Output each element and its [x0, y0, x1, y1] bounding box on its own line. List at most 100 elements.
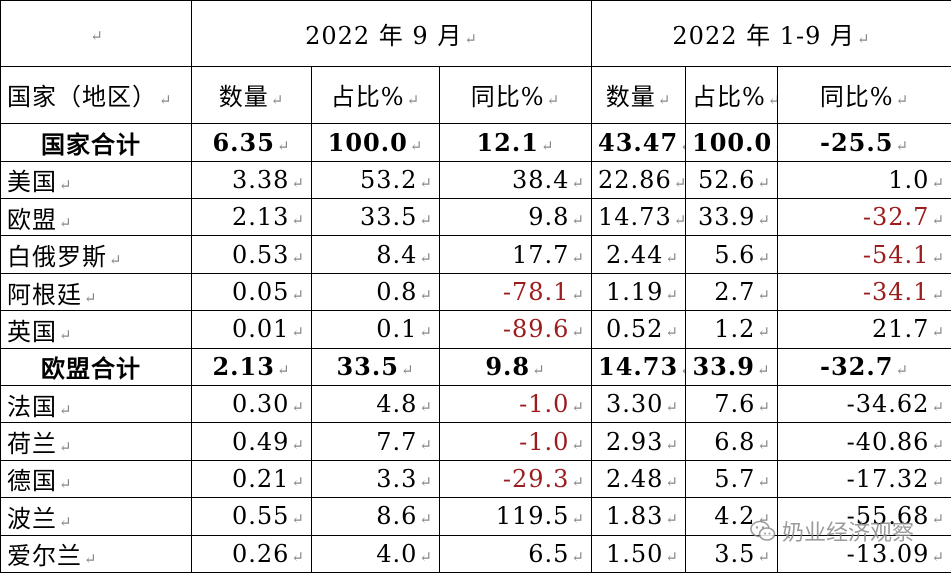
value-cell: 2.48 ↵ [591, 459, 686, 499]
cell-value: 0.49 [231, 427, 290, 456]
value-cell: 0.49 ↵ [191, 422, 312, 461]
cell-value: 14.73 [598, 352, 679, 382]
cell-value: 100.0 [327, 127, 408, 157]
country-name-cell: 爱尔兰 ↵ [0, 534, 192, 573]
cell-value: 1.2 [714, 315, 756, 344]
cell-value: 0.52 [605, 315, 664, 344]
cell-value: 17.7 [511, 240, 570, 269]
cell-value: -34.62 [846, 390, 930, 419]
value-cell: 1.19 ↵ [591, 272, 686, 312]
table-row: 德国 ↵ 0.21 ↵ 3.3 ↵ -29.3 ↵ 2.48 ↵ 5.7 ↵ -17.32 ↵ [0, 459, 951, 499]
country-name-cell: 波兰 ↵ [0, 497, 192, 536]
cell-value: 7.7 [376, 427, 418, 456]
cell-value: 43.47 [598, 127, 679, 157]
value-cell: 0.26 ↵ [191, 534, 312, 573]
value-cell: 0.21 ↵ [191, 459, 312, 499]
country-name-cell: 法国 ↵ [0, 385, 192, 424]
country-name: 白俄罗斯 [7, 243, 107, 272]
column-header-share: 占比% ↵ [311, 65, 440, 125]
column-header-quantity: 数量 ↵ [191, 65, 312, 125]
value-cell: 1.2 ↵ [685, 310, 778, 349]
value-cell: -32.7 ↵ [776, 347, 951, 387]
column-header-quantity-ytd: 数量 ↵ [591, 65, 686, 125]
cell-value: -55.68 [846, 502, 930, 531]
country-name-cell: 国家合计 [0, 123, 192, 162]
wechat-icon [750, 520, 776, 541]
value-cell: 8.4 ↵ [311, 235, 440, 274]
corner-cell: ↵ [0, 0, 192, 67]
country-name: 欧盟 [7, 205, 57, 234]
value-cell: 22.86↵ [591, 160, 686, 200]
country-name: 荷兰 [7, 430, 57, 459]
table-row: 白俄罗斯 ↵ 0.53 ↵ 8.4 ↵ 17.7 ↵ 2.44 ↵ 5.6 ↵ -54.1 ↵ [0, 235, 951, 274]
value-cell: -1.0 ↵ [439, 422, 592, 461]
country-name-cell: 白俄罗斯 ↵ [0, 235, 192, 274]
cell-value: -54.1 [862, 240, 930, 269]
table-row: 欧盟↵2.13↵33.5↵9.8↵14.73↵33.9↵-32.7↵ [0, 198, 951, 237]
cell-value: 2.13 [231, 203, 290, 232]
country-name-cell: 欧盟 ↵ [0, 198, 192, 237]
value-cell: 6.8 ↵ [685, 422, 778, 461]
cell-value: 0.05 [231, 278, 290, 307]
value-cell: 5.7 ↵ [685, 459, 778, 499]
value-cell: 0.05 ↵ [191, 272, 312, 312]
cell-value: 21.7 [872, 315, 930, 344]
value-cell: -89.6 ↵ [439, 310, 592, 349]
cell-value: -89.6 [502, 315, 570, 344]
country-name: 阿根廷 [7, 280, 82, 309]
cell-value: 2.93 [605, 427, 664, 456]
value-cell: 100.0↵ [685, 123, 778, 162]
country-name-cell: 英国 ↵ [0, 310, 192, 349]
cell-value: 4.2 [714, 502, 756, 531]
value-cell: 6.5 ↵ [439, 534, 592, 573]
value-cell: 9.8 ↵ [439, 347, 592, 387]
cell-value: 6.8 [714, 427, 756, 456]
country-name: 法国 [7, 392, 57, 421]
column-header-yoy-ytd: 同比% ↵ [776, 65, 951, 125]
table-row: 阿根廷 ↵ 0.05 ↵ 0.8 ↵ -78.1 ↵ 1.19 ↵ 2.7 ↵ -34.1 ↵ [0, 272, 951, 312]
cell-value: 33.9 [697, 203, 756, 232]
value-cell: 2.13 ↵ [191, 198, 312, 237]
value-cell: 4.0 ↵ [311, 534, 440, 573]
cell-value: -17.32 [846, 464, 930, 493]
cell-value: -40.86 [846, 427, 930, 456]
value-cell: 3.38 ↵ [191, 160, 312, 200]
cell-value: 14.73 [598, 203, 672, 232]
cell-value: 3.5 [714, 539, 756, 568]
value-cell: 0.8 ↵ [311, 272, 440, 312]
country-name: 爱尔兰 [7, 542, 82, 571]
watermark-text: 奶业经济观察 [782, 521, 915, 546]
period-header-jan-sep: 2022 年 1-9 月 ↵ [590, 0, 951, 67]
value-cell: 12.1 ↵ [439, 123, 592, 162]
country-name: 欧盟合计 [41, 354, 141, 384]
value-cell: -32.7 ↵ [776, 198, 951, 237]
value-cell: 2.93 ↵ [591, 422, 686, 461]
country-name-cell: 阿根廷 ↵ [0, 272, 192, 312]
cell-value: 2.7 [714, 278, 756, 307]
value-cell: -17.32 ↵ [776, 459, 951, 499]
cell-value: -34.1 [862, 278, 930, 307]
table-row: 美国↵3.38↵53.2↵38.4↵22.86↵52.6↵1.0↵ [0, 160, 951, 200]
country-name-cell: 德国 ↵ [0, 459, 192, 499]
cell-value: -78.1 [502, 278, 570, 307]
cell-value: 119.5 [495, 502, 570, 531]
value-cell: -54.1 ↵ [776, 235, 951, 274]
cell-value: 52.6 [697, 165, 756, 194]
cell-value: 5.7 [714, 464, 756, 493]
value-cell: 1.0 ↵ [776, 160, 951, 200]
cell-value: 33.5 [359, 203, 418, 232]
value-cell: 119.5 ↵ [439, 497, 592, 536]
cell-value: 9.8 [528, 203, 570, 232]
value-cell: 3.30 ↵ [591, 385, 686, 424]
cell-value: 0.8 [376, 278, 418, 307]
value-cell: -13.09 ↵ [776, 534, 951, 573]
value-cell: 8.6 ↵ [311, 497, 440, 536]
value-cell: 7.7 ↵ [311, 422, 440, 461]
cell-value: -25.5 [820, 127, 894, 157]
cell-value: -1.0 [519, 390, 570, 419]
value-cell: 100.0↵ [311, 123, 440, 162]
value-cell: 0.1 ↵ [311, 310, 440, 349]
country-name: 美国 [7, 168, 57, 197]
